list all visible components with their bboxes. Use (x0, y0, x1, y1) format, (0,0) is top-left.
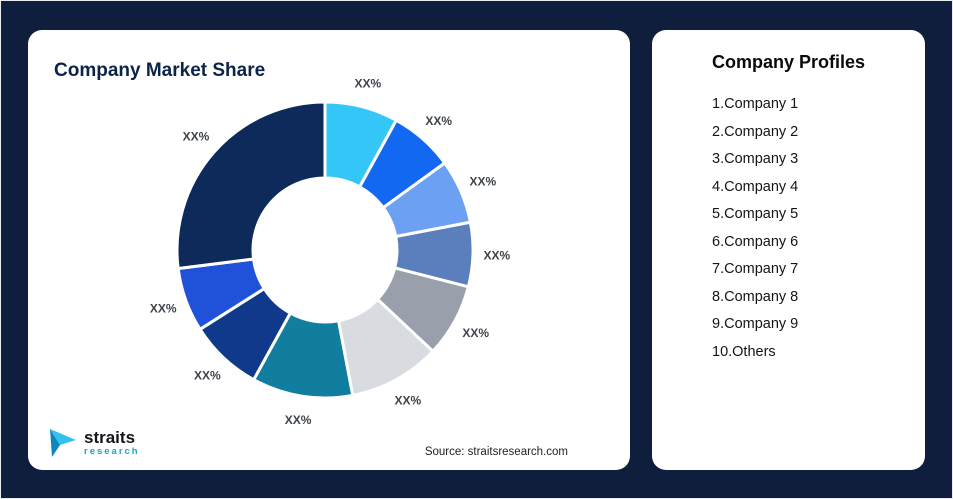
slice-value-label: XX% (484, 248, 511, 262)
slice-value-label: XX% (183, 129, 210, 143)
company-list: 1.Company 1 2.Company 2 3.Company 3 4.Co… (652, 91, 925, 366)
source-attribution: Source: straitsresearch.com (424, 446, 568, 458)
slice-value-label: XX% (150, 301, 177, 315)
slice-value-label: XX% (462, 326, 489, 340)
company-list-item: 5.Company 5 (712, 206, 799, 222)
slice-value-label: XX% (395, 394, 422, 408)
company-list-item: 7.Company 7 (712, 261, 799, 277)
company-list-item: 6.Company 6 (712, 233, 799, 250)
company-list-item: 1.Company 1 (712, 96, 799, 112)
market-share-card: Company Market Share XX% XX% XX% XX% XX% XX% X… (28, 30, 630, 470)
company-list-item: 2.Company 2 (712, 123, 799, 140)
logo-name: straits (84, 428, 136, 448)
slice-value-label: XX% (194, 368, 221, 382)
company-profiles-card: Company Profiles 1.Company 1 2.Company 2… (652, 30, 925, 470)
straits-research-logo: straits research (48, 426, 140, 460)
company-list-item: 8.Company 8 (712, 288, 799, 305)
company-list-item: 9.Company 9 (712, 316, 799, 332)
slice-value-label: XX% (354, 76, 381, 90)
company-list-item: 3.Company 3 (712, 151, 799, 167)
straits-logo-icon (50, 429, 76, 457)
logo-subtext: research (84, 445, 140, 457)
donut-chart: XX% XX% XX% XX% XX% XX% XX% XX% XX% XX% (150, 76, 511, 427)
slice-value-label: XX% (425, 114, 452, 128)
donut-slice-others (175, 100, 327, 271)
slice-value-label: XX% (470, 175, 497, 189)
chart-title: Company Market Share (54, 60, 266, 81)
company-list-item: 4.Company 4 (712, 178, 799, 195)
profiles-title: Company Profiles (711, 52, 866, 72)
slice-value-label: XX% (285, 413, 312, 427)
logo-text: straits research (84, 429, 140, 457)
company-list-item: 10.Others (712, 343, 776, 360)
